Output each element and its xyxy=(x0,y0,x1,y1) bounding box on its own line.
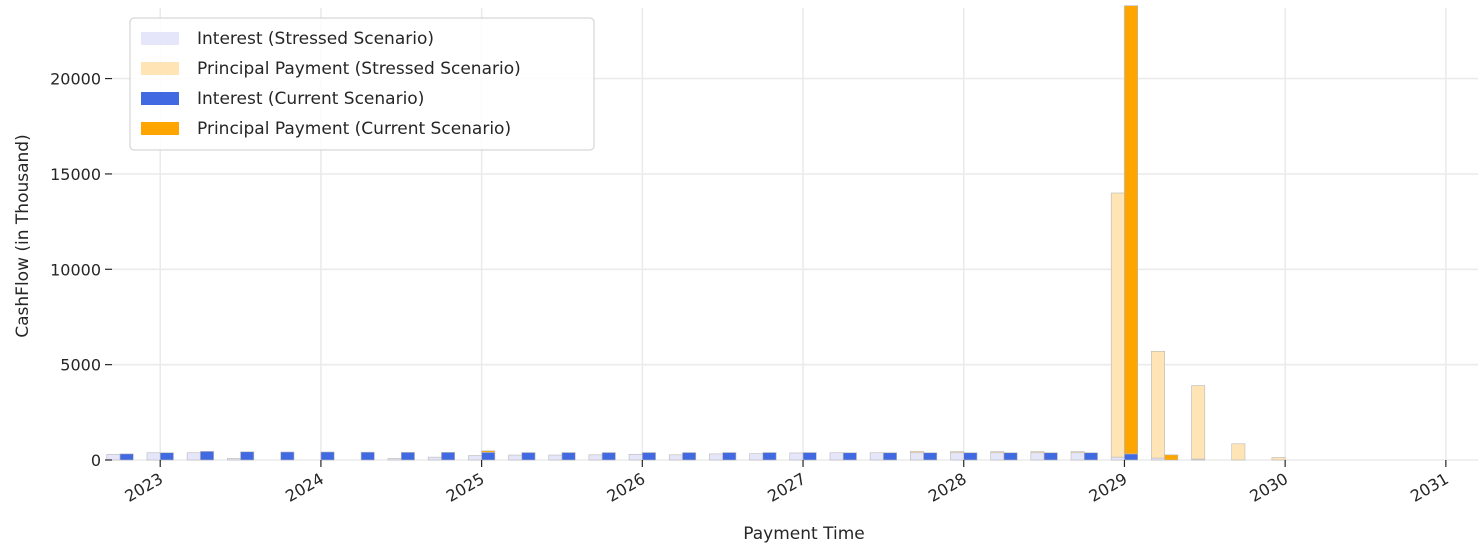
legend-label-principal-payment-stressed-scenario: Principal Payment (Stressed Scenario) xyxy=(197,59,521,79)
bar-interest-stressed-scenario xyxy=(668,454,683,461)
bar-principal-payment-current-scenario xyxy=(1164,454,1179,461)
bar-interest-stressed-scenario xyxy=(628,453,643,461)
bar-interest-stressed-scenario xyxy=(749,453,764,461)
bar-interest-stressed-scenario xyxy=(869,452,884,461)
x-tick-label: 2024 xyxy=(282,469,327,506)
bar-principal-payment-stressed-scenario xyxy=(1030,451,1045,454)
x-tick-label: 2023 xyxy=(121,469,166,506)
bar-principal-payment-stressed-scenario xyxy=(910,450,924,454)
y-axis-label: CashFlow (in Thousand) xyxy=(13,134,33,337)
legend-label-principal-payment-current-scenario: Principal Payment (Current Scenario) xyxy=(197,119,511,139)
bar-interest-stressed-scenario xyxy=(1070,452,1085,461)
bar-interest-current-scenario xyxy=(240,451,255,461)
bar-principal-payment-stressed-scenario xyxy=(1070,451,1085,454)
bar-interest-current-scenario xyxy=(642,452,656,461)
y-tick-label: 0 xyxy=(91,451,101,470)
x-tick-label: 2031 xyxy=(1407,469,1452,506)
legend-box xyxy=(129,17,595,151)
bar-interest-current-scenario xyxy=(159,452,174,461)
bar-interest-current-scenario xyxy=(200,451,214,461)
bar-interest-current-scenario xyxy=(119,453,134,461)
bar-principal-payment-stressed-scenario xyxy=(1191,385,1206,460)
y-tick-label: 15000 xyxy=(50,165,101,184)
bar-interest-stressed-scenario xyxy=(508,454,523,461)
bar-interest-current-scenario xyxy=(762,452,777,461)
bar-interest-stressed-scenario xyxy=(789,452,804,461)
y-tick-label: 5000 xyxy=(60,356,101,375)
x-tick-label: 2030 xyxy=(1246,469,1291,506)
x-tick-label: 2027 xyxy=(764,469,809,506)
bar-interest-stressed-scenario xyxy=(146,452,161,461)
bar-interest-current-scenario xyxy=(1003,452,1018,461)
bar-interest-current-scenario xyxy=(481,452,496,461)
bar-interest-stressed-scenario xyxy=(227,458,241,461)
bar-interest-stressed-scenario xyxy=(468,455,482,461)
bar-interest-stressed-scenario xyxy=(910,452,924,461)
legend-label-interest-current-scenario: Interest (Current Scenario) xyxy=(197,89,424,109)
bar-interest-current-scenario xyxy=(842,452,857,461)
legend-swatch-principal-payment-current-scenario xyxy=(141,122,179,135)
bar-principal-payment-stressed-scenario xyxy=(1271,457,1286,461)
x-tick-label: 2028 xyxy=(925,469,970,506)
bar-interest-stressed-scenario xyxy=(950,452,965,461)
legend: Interest (Stressed Scenario) Principal Pa… xyxy=(129,17,595,151)
bar-principal-payment-stressed-scenario xyxy=(990,451,1005,454)
bar-interest-current-scenario xyxy=(601,452,616,461)
bar-interest-stressed-scenario xyxy=(709,453,723,461)
bar-interest-stressed-scenario xyxy=(990,452,1005,461)
bar-interest-stressed-scenario xyxy=(186,452,201,461)
bar-principal-payment-stressed-scenario xyxy=(950,451,965,454)
bar-interest-stressed-scenario xyxy=(106,453,121,461)
bar-interest-current-scenario xyxy=(923,452,938,461)
bar-interest-current-scenario xyxy=(1083,452,1098,461)
bars xyxy=(106,5,1286,461)
x-tick-label: 2026 xyxy=(604,469,649,506)
legend-swatch-interest-stressed-scenario xyxy=(141,32,179,45)
bar-interest-current-scenario xyxy=(722,452,737,461)
bar-interest-current-scenario xyxy=(561,452,576,461)
bar-principal-payment-current-scenario xyxy=(481,450,496,453)
legend-swatch-interest-current-scenario xyxy=(141,92,179,105)
legend-label-interest-stressed-scenario: Interest (Stressed Scenario) xyxy=(197,29,434,49)
bar-principal-payment-stressed-scenario xyxy=(1231,443,1246,461)
bar-interest-current-scenario xyxy=(441,452,456,461)
bar-interest-current-scenario xyxy=(360,451,375,461)
bar-interest-stressed-scenario xyxy=(427,456,442,461)
bar-interest-current-scenario xyxy=(1043,452,1058,461)
x-tick-label: 2029 xyxy=(1086,469,1131,506)
x-tick-label: 2025 xyxy=(443,469,488,506)
bar-interest-current-scenario xyxy=(1124,453,1139,461)
bar-interest-stressed-scenario xyxy=(548,454,563,461)
y-tick-label: 10000 xyxy=(50,260,101,279)
bar-principal-payment-stressed-scenario xyxy=(1151,350,1165,459)
bar-interest-stressed-scenario xyxy=(387,458,402,461)
bar-interest-current-scenario xyxy=(802,452,817,461)
bar-interest-current-scenario xyxy=(521,452,536,461)
bar-interest-current-scenario xyxy=(963,452,978,461)
bar-interest-stressed-scenario xyxy=(1030,452,1045,461)
x-axis-label: Payment Time xyxy=(743,524,864,544)
bar-principal-payment-stressed-scenario xyxy=(1110,192,1125,458)
bar-interest-current-scenario xyxy=(682,452,697,461)
legend-swatch-principal-payment-stressed-scenario xyxy=(141,62,179,75)
bar-principal-payment-current-scenario xyxy=(1124,5,1139,455)
y-tick-label: 20000 xyxy=(50,70,101,89)
bar-interest-current-scenario xyxy=(320,451,335,461)
bar-interest-stressed-scenario xyxy=(1110,456,1125,461)
bar-interest-current-scenario xyxy=(400,452,415,461)
bar-interest-stressed-scenario xyxy=(829,452,844,461)
bar-interest-current-scenario xyxy=(883,452,897,461)
bar-interest-stressed-scenario xyxy=(588,454,603,461)
bar-interest-current-scenario xyxy=(280,451,295,461)
